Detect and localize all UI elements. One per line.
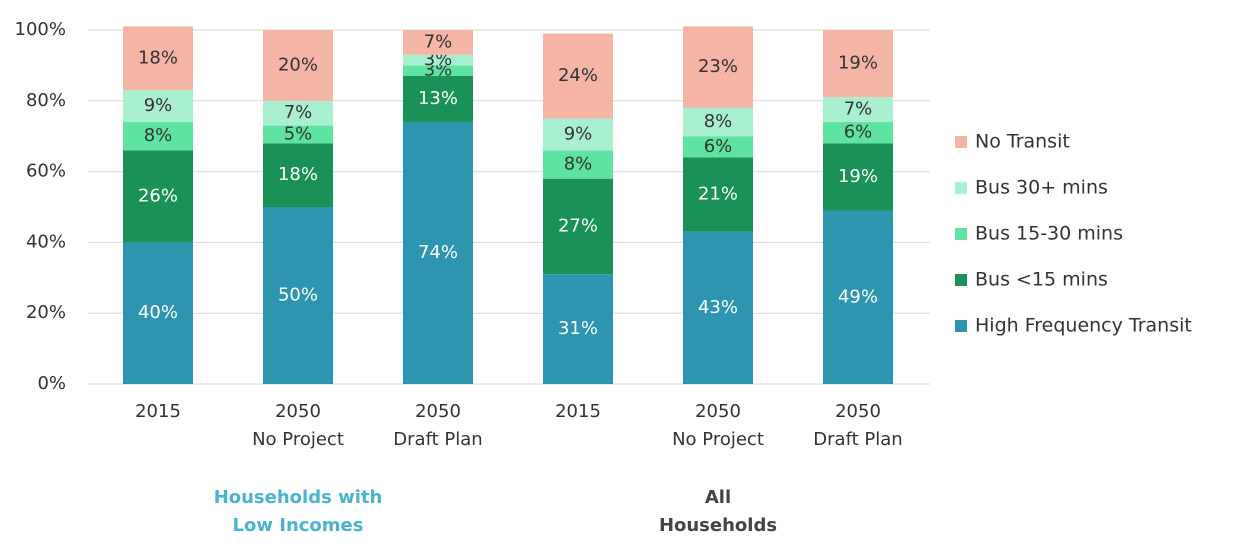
y-tick-label: 60%: [26, 161, 66, 182]
bar-segment: [683, 231, 753, 384]
group-label: Households: [659, 515, 777, 536]
x-tick-label: Draft Plan: [813, 429, 902, 450]
data-label: 31%: [558, 318, 598, 339]
bar-segment: [823, 30, 893, 98]
data-label: 6%: [704, 136, 733, 157]
bar-segment: [263, 100, 333, 126]
data-label: 8%: [704, 111, 733, 132]
bar-segment: [823, 122, 893, 144]
data-label: 49%: [838, 286, 878, 307]
group-label: Households with: [214, 487, 383, 508]
legend-label: No Transit: [975, 131, 1070, 153]
data-label: 50%: [278, 285, 318, 306]
data-label: 5%: [284, 123, 313, 144]
y-tick-label: 20%: [26, 302, 66, 323]
bar-segment: [823, 210, 893, 384]
y-tick-label: 0%: [37, 373, 66, 394]
legend-swatch: [955, 274, 967, 286]
x-tick-label: No Project: [672, 429, 764, 450]
data-label: 8%: [564, 154, 593, 175]
x-tick-label: 2050: [695, 401, 741, 422]
bar-segment: [263, 30, 333, 101]
bar-segment: [263, 207, 333, 384]
data-label: 18%: [138, 47, 178, 68]
data-label: 27%: [558, 215, 598, 236]
data-label: 13%: [418, 88, 458, 109]
y-tick-label: 100%: [15, 19, 66, 40]
legend-swatch: [955, 182, 967, 194]
bar-segment: [683, 157, 753, 232]
bar-segment: [543, 150, 613, 179]
data-label: 40%: [138, 302, 178, 323]
bar-segment: [123, 122, 193, 151]
bar-segment: [403, 54, 473, 66]
data-label: 6%: [844, 122, 873, 143]
legend-swatch: [955, 320, 967, 332]
bar-segment: [123, 90, 193, 123]
data-label: 26%: [138, 185, 178, 206]
y-tick-label: 40%: [26, 231, 66, 252]
group-label: All: [705, 487, 731, 508]
bar-segment: [543, 33, 613, 119]
bar-segment: [123, 150, 193, 243]
x-tick-label: 2015: [555, 401, 601, 422]
data-label: 8%: [144, 125, 173, 146]
x-tick-label: No Project: [252, 429, 344, 450]
bar-segment: [263, 125, 333, 144]
data-label: 19%: [838, 53, 878, 74]
y-tick-label: 80%: [26, 90, 66, 111]
data-label: 9%: [144, 95, 173, 116]
x-tick-label: 2050: [835, 401, 881, 422]
x-tick-label: 2015: [135, 401, 181, 422]
bar-segment: [403, 76, 473, 123]
bar-segment: [123, 242, 193, 384]
bar-segment: [683, 136, 753, 158]
bar-segment: [543, 118, 613, 151]
x-tick-label: 2050: [415, 401, 461, 422]
legend-swatch: [955, 136, 967, 148]
x-tick-label: 2050: [275, 401, 321, 422]
bar-segment: [543, 274, 613, 384]
group-label: Low Incomes: [233, 515, 364, 536]
data-label: 7%: [284, 102, 313, 123]
bar-segment: [683, 107, 753, 137]
data-label: 7%: [844, 99, 873, 120]
bar-segment: [683, 26, 753, 108]
legend-label: Bus <15 mins: [975, 269, 1108, 291]
bar-segment: [403, 65, 473, 77]
x-tick-label: Draft Plan: [393, 429, 482, 450]
bar-segment: [123, 26, 193, 91]
bar-segment: [543, 178, 613, 275]
data-label: 21%: [698, 184, 738, 205]
data-label: 23%: [698, 56, 738, 77]
bar-segment: [263, 143, 333, 207]
legend-label: Bus 30+ mins: [975, 177, 1108, 199]
data-label: 74%: [418, 242, 458, 263]
legend-label: High Frequency Transit: [975, 315, 1192, 337]
bar-segment: [823, 143, 893, 211]
data-label: 9%: [564, 123, 593, 144]
data-label: 24%: [558, 65, 598, 86]
data-label: 43%: [698, 297, 738, 318]
data-label: 19%: [838, 166, 878, 187]
data-label: 20%: [278, 54, 318, 75]
legend-label: Bus 15-30 mins: [975, 223, 1123, 245]
bar-segment: [403, 30, 473, 55]
bar-segment: [823, 97, 893, 123]
data-label: 18%: [278, 164, 318, 185]
legend-swatch: [955, 228, 967, 240]
bar-segment: [403, 122, 473, 384]
data-label: 7%: [424, 31, 453, 52]
